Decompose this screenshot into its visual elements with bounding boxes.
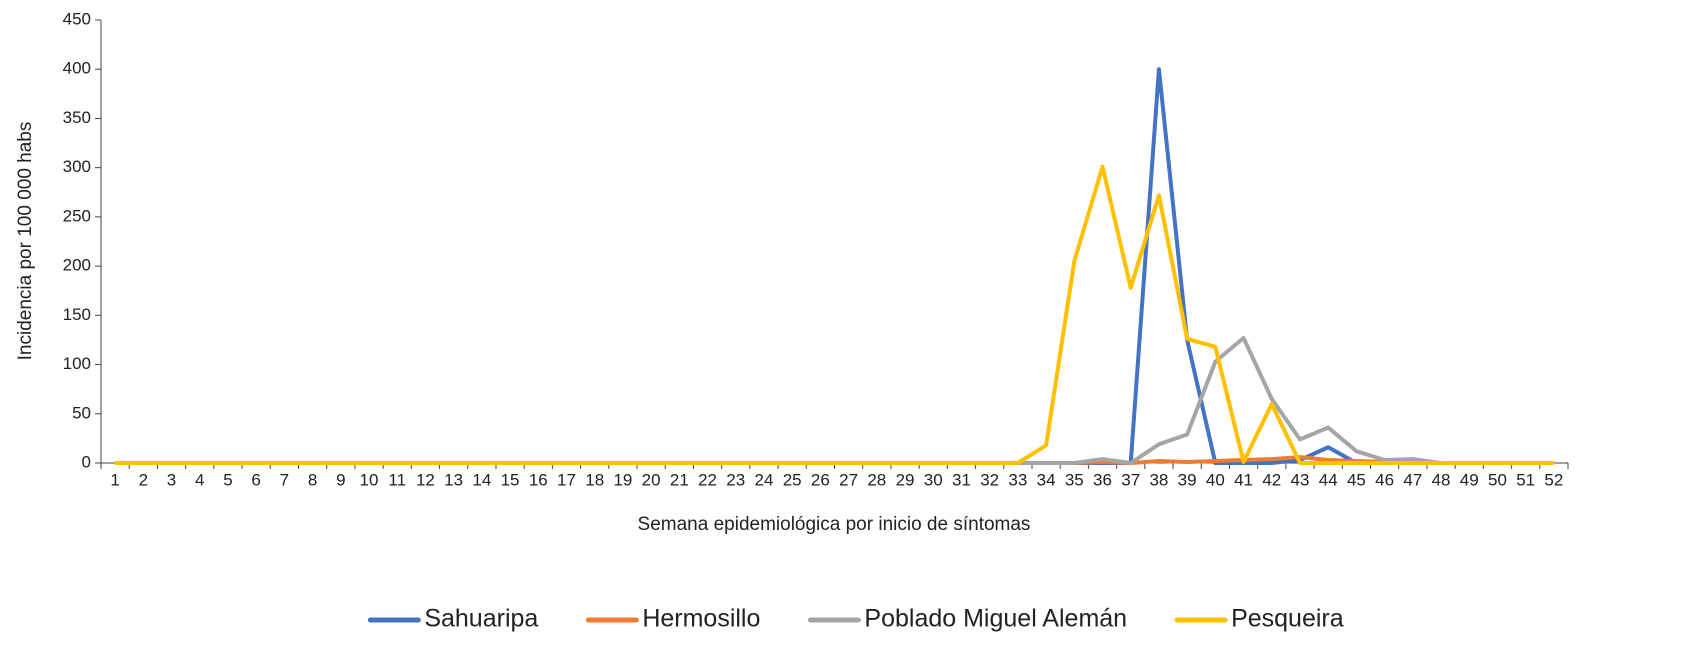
x-tick-label: 40 [1206, 470, 1225, 489]
x-tick-label: 50 [1488, 470, 1507, 489]
legend-label: Poblado Miguel Alemán [864, 605, 1127, 633]
x-tick-label: 51 [1516, 470, 1535, 489]
x-tick-label: 42 [1262, 470, 1281, 489]
x-tick-label: 15 [501, 470, 520, 489]
y-tick-label: 100 [63, 354, 91, 373]
x-tick-label: 31 [952, 470, 971, 489]
x-tick-label: 1 [110, 470, 119, 489]
y-tick-label: 300 [63, 157, 91, 176]
x-tick-label: 43 [1291, 470, 1310, 489]
x-tick-label: 30 [924, 470, 943, 489]
legend-label: Sahuaripa [424, 605, 538, 633]
x-tick-label: 46 [1375, 470, 1394, 489]
x-tick-label: 44 [1319, 470, 1338, 489]
x-tick-label: 21 [670, 470, 689, 489]
x-tick-label: 34 [1037, 470, 1056, 489]
y-axis-title: Incidencia por 100 000 habs [15, 122, 36, 361]
y-tick-label: 400 [63, 59, 91, 78]
x-tick-label: 7 [280, 470, 289, 489]
x-tick-label: 48 [1432, 470, 1451, 489]
x-tick-label: 33 [1008, 470, 1027, 489]
x-tick-label: 39 [1178, 470, 1197, 489]
y-tick-label: 450 [63, 9, 91, 28]
legend-label: Hermosillo [642, 605, 760, 633]
x-tick-label: 36 [1093, 470, 1112, 489]
legend-label: Pesqueira [1231, 605, 1344, 633]
x-tick-label: 11 [388, 470, 406, 489]
x-tick-label: 45 [1347, 470, 1366, 489]
y-tick-label: 0 [82, 452, 91, 471]
y-tick-label: 50 [72, 403, 91, 422]
x-tick-label: 10 [360, 470, 379, 489]
y-tick-label: 150 [63, 305, 91, 324]
x-tick-label: 41 [1234, 470, 1253, 489]
x-tick-label: 18 [585, 470, 604, 489]
x-tick-label: 9 [336, 470, 345, 489]
x-tick-label: 32 [980, 470, 999, 489]
x-tick-label: 25 [783, 470, 802, 489]
x-tick-label: 6 [251, 470, 260, 489]
x-axis-title: Semana epidemiológica por inicio de sínt… [638, 514, 1031, 535]
x-tick-label: 38 [1149, 470, 1168, 489]
x-tick-label: 12 [416, 470, 435, 489]
x-tick-label: 24 [755, 470, 774, 489]
x-tick-label: 8 [308, 470, 317, 489]
series-line [115, 67, 1554, 465]
y-tick-label: 250 [63, 206, 91, 225]
x-tick-label: 3 [167, 470, 176, 489]
x-tick-label: 5 [223, 470, 232, 489]
x-tick-label: 28 [867, 470, 886, 489]
x-tick-label: 17 [557, 470, 576, 489]
x-tick-label: 47 [1403, 470, 1422, 489]
x-tick-label: 49 [1460, 470, 1479, 489]
series-line [115, 164, 1554, 465]
x-tick-label: 16 [529, 470, 548, 489]
series-line [115, 335, 1554, 465]
x-tick-label: 52 [1544, 470, 1563, 489]
y-tick-label: 200 [63, 256, 91, 275]
y-tick-label: 350 [63, 108, 91, 127]
x-tick-label: 19 [613, 470, 632, 489]
x-tick-label: 2 [139, 470, 148, 489]
x-tick-label: 26 [811, 470, 830, 489]
x-tick-label: 35 [1065, 470, 1084, 489]
x-tick-label: 23 [726, 470, 745, 489]
x-tick-label: 14 [472, 470, 491, 489]
x-tick-label: 29 [896, 470, 915, 489]
x-tick-label: 4 [195, 470, 204, 489]
x-tick-label: 22 [698, 470, 717, 489]
x-tick-label: 13 [444, 470, 463, 489]
x-tick-label: 37 [1121, 470, 1140, 489]
x-tick-label: 27 [839, 470, 858, 489]
x-tick-label: 20 [642, 470, 661, 489]
